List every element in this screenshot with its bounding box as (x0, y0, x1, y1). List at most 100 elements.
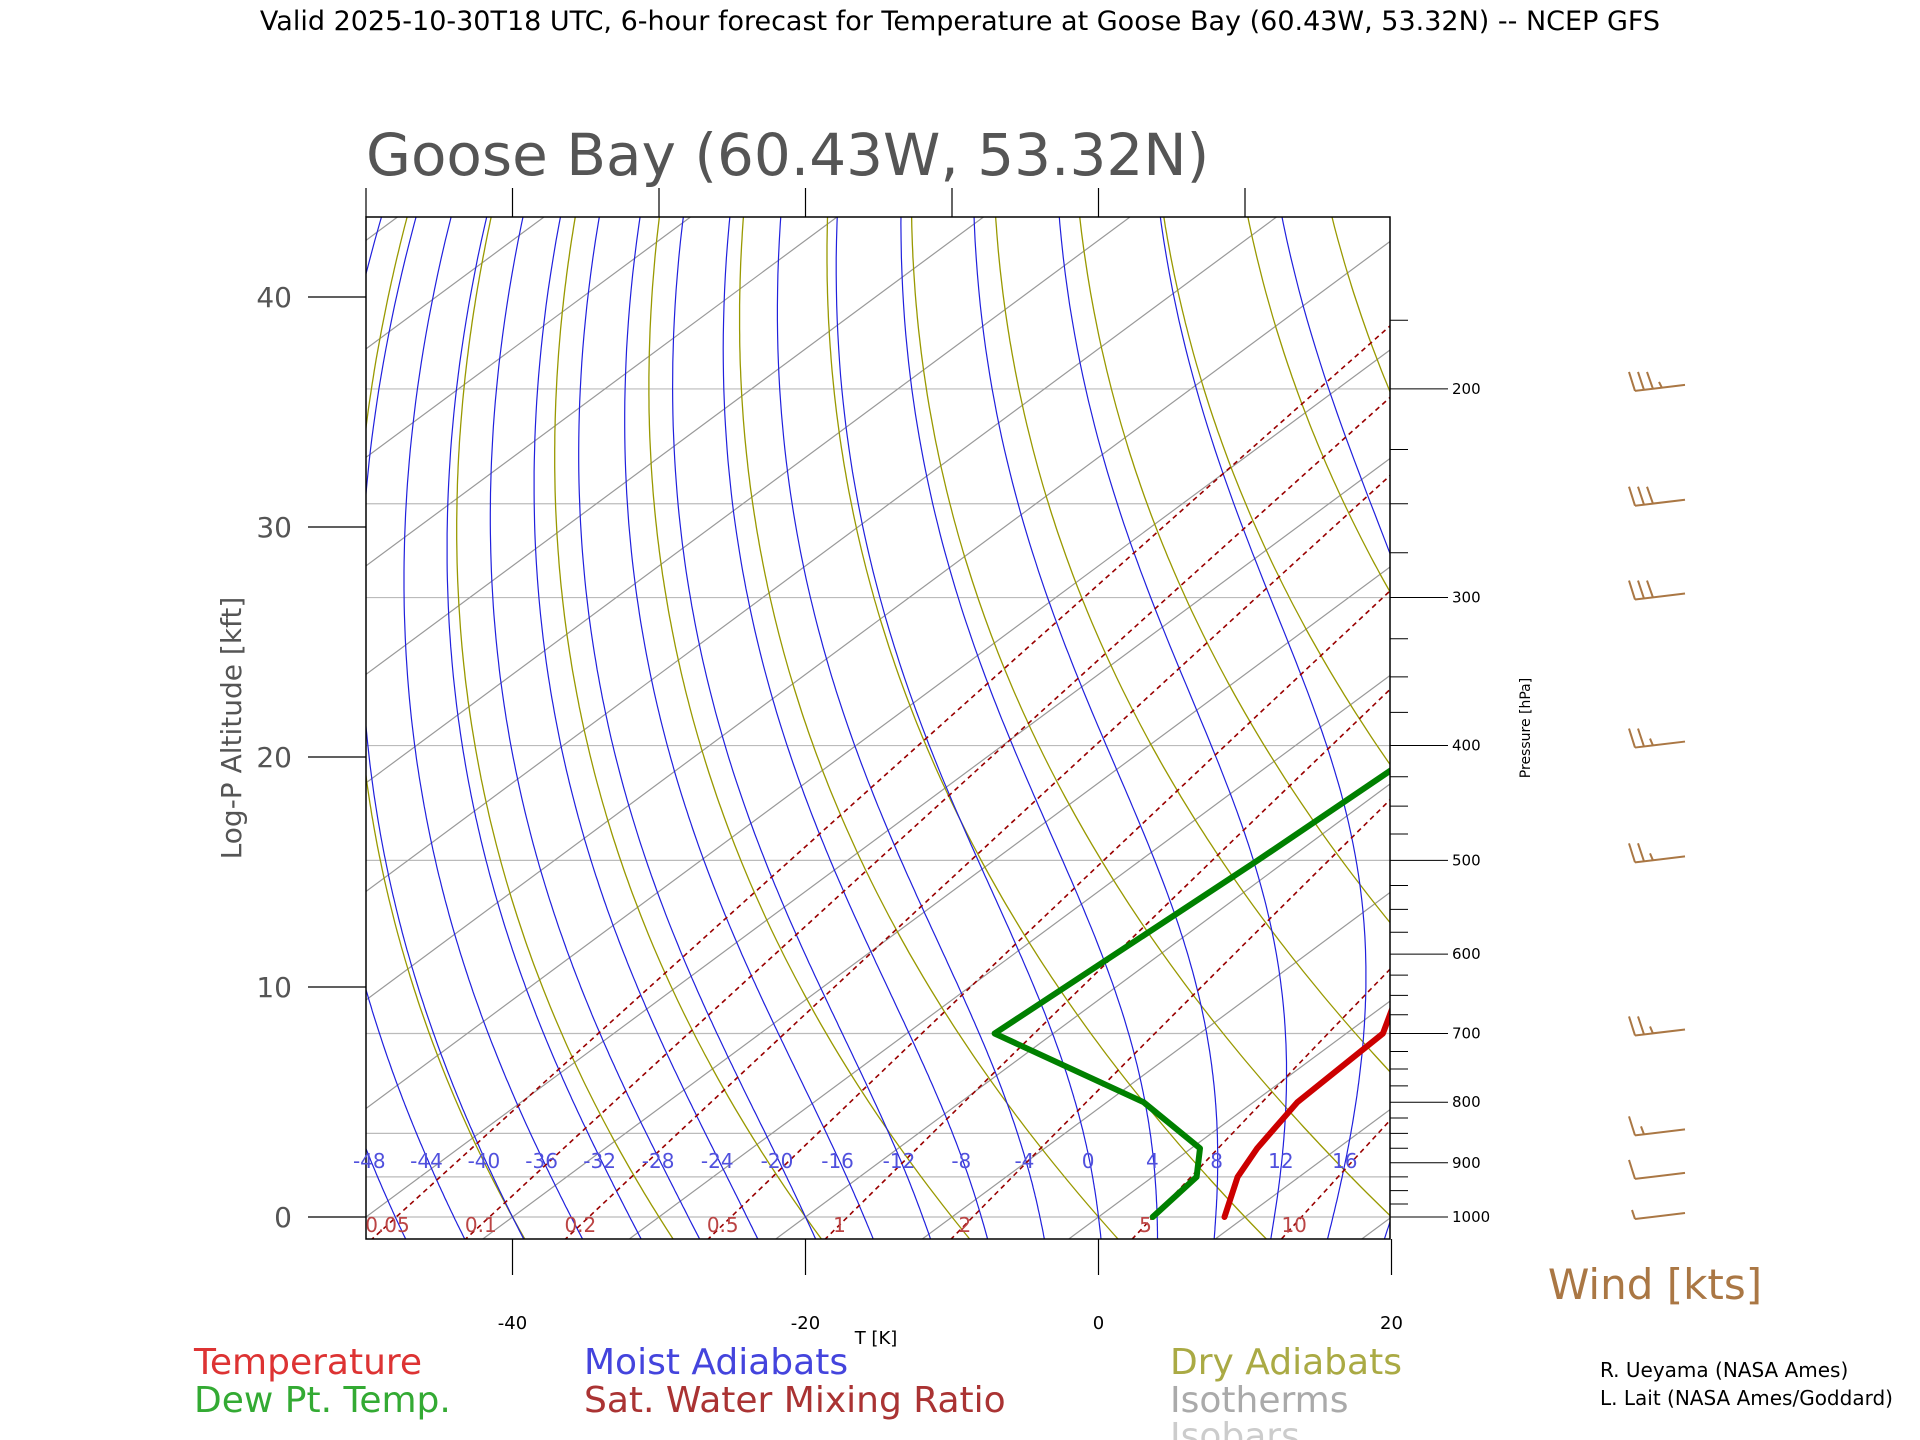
moist-adiabat-line (776, 217, 1045, 1239)
x-axis-label: T [K] (854, 1328, 898, 1349)
mixing-ratio-label: 0.5 (707, 1213, 739, 1237)
legend-temperature: Temperature (193, 1342, 422, 1383)
mixing-ratio-label: 10 (1281, 1213, 1306, 1237)
moist-adiabat-line (671, 217, 932, 1239)
wind-barb-flag (1628, 371, 1636, 392)
mixing-ratio-label: 2 (959, 1213, 972, 1237)
moist-adiabat-label: 0 (1082, 1149, 1095, 1173)
moist-adiabat-label: -24 (701, 1149, 734, 1173)
chart-subtitle: Goose Bay (60.43W, 53.32N) (366, 121, 1209, 189)
wind-barb-flag (1628, 1016, 1636, 1036)
moist-adiabat-line (533, 217, 759, 1239)
dry-adiabat-line (554, 217, 823, 1239)
wind-barb-half-flag (1649, 852, 1654, 861)
right-axis-tick-label: 600 (1452, 945, 1481, 963)
moist-adiabat-label: -8 (951, 1149, 971, 1173)
moist-adiabat-lines (229, 187, 1920, 1262)
moist-adiabat-label: -16 (821, 1149, 854, 1173)
wind-barb (1628, 486, 1686, 507)
moist-adiabat-label: 8 (1210, 1149, 1223, 1173)
moist-adiabat-label: -28 (642, 1149, 675, 1173)
credit-line-2: L. Lait (NASA Ames/Goddard) (1600, 1386, 1893, 1410)
moist-adiabat-label: 4 (1146, 1149, 1159, 1173)
moist-adiabat-line (229, 187, 357, 1262)
plot-background-lines (229, 187, 1920, 1262)
isotherm-line (366, 217, 1277, 893)
moist-adiabat-line (624, 217, 874, 1239)
moist-adiabat-line (578, 217, 817, 1239)
right-axis-tick-label: 800 (1452, 1093, 1481, 1111)
dry-adiabat-line (1826, 197, 1920, 1259)
isotherm-line (1361, 1217, 1390, 1239)
moist-adiabat-label: -44 (410, 1149, 443, 1173)
wind-barb-half-flag (1631, 1209, 1636, 1220)
moist-adiabat-label: 12 (1268, 1149, 1293, 1173)
isotherm-line (1801, 217, 1920, 1239)
moist-adiabat-label: -40 (468, 1149, 501, 1173)
right-axis-tick-label: 700 (1452, 1024, 1481, 1042)
wind-barb-flag (1628, 843, 1636, 863)
mixing-ratio-labels: 0.05 0.1 0.2 0.5 1 2 5 10 (365, 1213, 1307, 1237)
moist-adiabat-line (722, 217, 989, 1239)
bottom-axis-tick-label: 0 (1093, 1313, 1104, 1334)
chart-header-title: Valid 2025-10-30T18 UTC, 6-hour forecast… (260, 6, 1660, 37)
moist-adiabat-line (366, 217, 525, 1239)
wind-barb-half-flag (1649, 738, 1654, 746)
dry-adiabat-line (910, 217, 1390, 1217)
bottom-axis-tick-label: 20 (1380, 1313, 1403, 1334)
dry-adiabat-line (1163, 217, 1390, 766)
isotherm-line (366, 217, 545, 350)
right-axis: 1000 900 800 700 600 500 400 300 200 (1390, 319, 1490, 1226)
moist-adiabat-label: 16 (1332, 1149, 1357, 1173)
moist-adiabat-line (900, 217, 1159, 1239)
moist-adiabat-line (446, 217, 642, 1239)
wind-barb-staff (1634, 1171, 1686, 1180)
credit-line-1: R. Ueyama (NASA Ames) (1600, 1358, 1848, 1382)
mixing-ratio-line (1280, 1119, 1390, 1239)
dry-adiabat-line (456, 217, 674, 1239)
mixing-ratio-label: 0.1 (465, 1213, 497, 1237)
moist-adiabat-line (1058, 217, 1288, 1239)
dry-adiabat-line (1743, 197, 1920, 1259)
moist-adiabat-line (403, 217, 584, 1239)
wind-barb-half-flag (1640, 1126, 1645, 1135)
temperature-trace (1221, 1006, 1390, 1220)
bottom-axis-tick-label: -20 (791, 1313, 820, 1334)
wind-barb-flag (1637, 843, 1645, 862)
dry-adiabat-lines (366, 197, 1920, 1259)
moist-adiabat-label: -32 (583, 1149, 616, 1173)
bottom-axis-tick-label: -40 (498, 1313, 527, 1334)
dry-adiabat-line (1079, 217, 1390, 924)
isotherm-line (366, 217, 984, 676)
dry-adiabat-line (366, 217, 526, 1239)
moist-adiabat-label: -4 (1014, 1149, 1034, 1173)
legend-isotherms: Isotherms (1170, 1380, 1348, 1421)
wind-barb-flag (1637, 486, 1645, 506)
moist-adiabat-line (1423, 187, 1568, 1262)
left-axis-tick-label: 20 (256, 741, 292, 774)
right-axis-tick-label: 300 (1452, 589, 1481, 607)
mixing-ratio-label: 5 (1139, 1213, 1152, 1237)
isotherm-lines (366, 217, 1920, 1239)
moist-adiabat-label: -20 (761, 1149, 794, 1173)
wind-barb (1628, 728, 1686, 749)
moist-adiabat-line (1659, 187, 1920, 1262)
left-axis-tick-label: 10 (256, 971, 292, 1004)
isotherm-line (1508, 217, 1920, 1239)
legend-dry-adiabats: Dry Adiabats (1170, 1342, 1402, 1383)
isotherm-line (366, 217, 398, 242)
sounding-traces (991, 767, 1390, 1220)
dry-adiabat-line (1909, 197, 1920, 1259)
isotherm-line (366, 217, 1131, 784)
legend: Temperature Dew Pt. Temp. Moist Adiabats… (193, 1342, 1402, 1440)
legend-dewpoint: Dew Pt. Temp. (194, 1380, 451, 1421)
isotherm-line (366, 240, 1390, 1001)
wind-barb (1628, 1116, 1686, 1137)
moist-adiabat-line (366, 1147, 407, 1239)
right-axis-tick-label: 1000 (1452, 1208, 1490, 1226)
wind-barb (1631, 1209, 1686, 1220)
right-axis-label: Pressure [hPa] (1518, 678, 1534, 778)
mixing-ratio-line (1424, 197, 1920, 1259)
right-axis-tick-label: 200 (1452, 380, 1481, 398)
wind-barb-flag (1628, 580, 1636, 600)
